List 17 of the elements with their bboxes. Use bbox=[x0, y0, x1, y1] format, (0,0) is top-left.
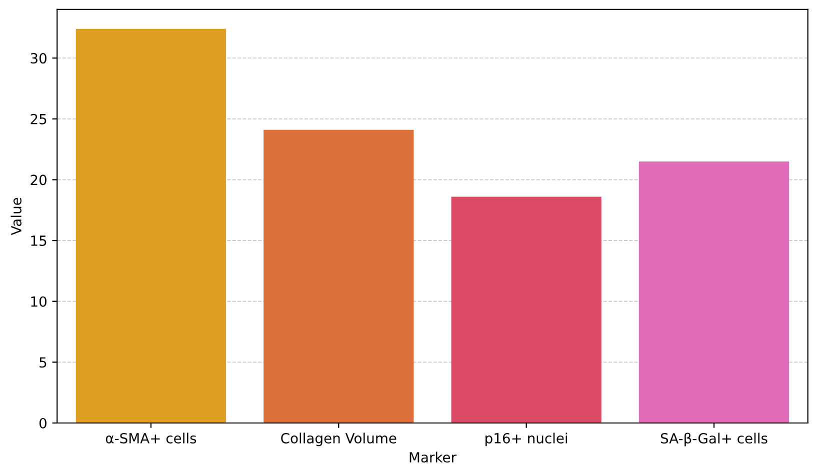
y-tick-label: 20 bbox=[30, 174, 46, 186]
bar bbox=[264, 130, 414, 423]
x-tick-label: α-SMA+ cells bbox=[106, 432, 196, 444]
y-tick-label: 0 bbox=[39, 418, 46, 428]
y-tick-label: 15 bbox=[31, 236, 46, 246]
y-tick-label: 5 bbox=[40, 357, 46, 368]
y-tick-label: 25 bbox=[30, 114, 46, 124]
x-axis-title: Marker bbox=[410, 452, 456, 463]
x-tick-label: SA-β-Gal+ cells bbox=[660, 432, 768, 446]
x-tick-label: Collagen Volume bbox=[281, 432, 396, 446]
bar bbox=[451, 196, 602, 423]
y-axis-title: Value bbox=[10, 198, 22, 236]
bar bbox=[76, 28, 226, 423]
y-tick-label: 10 bbox=[31, 296, 46, 307]
x-tick-label: p16+ nuclei bbox=[486, 432, 568, 446]
bar bbox=[638, 161, 790, 423]
y-tick-label: 30 bbox=[30, 53, 46, 64]
